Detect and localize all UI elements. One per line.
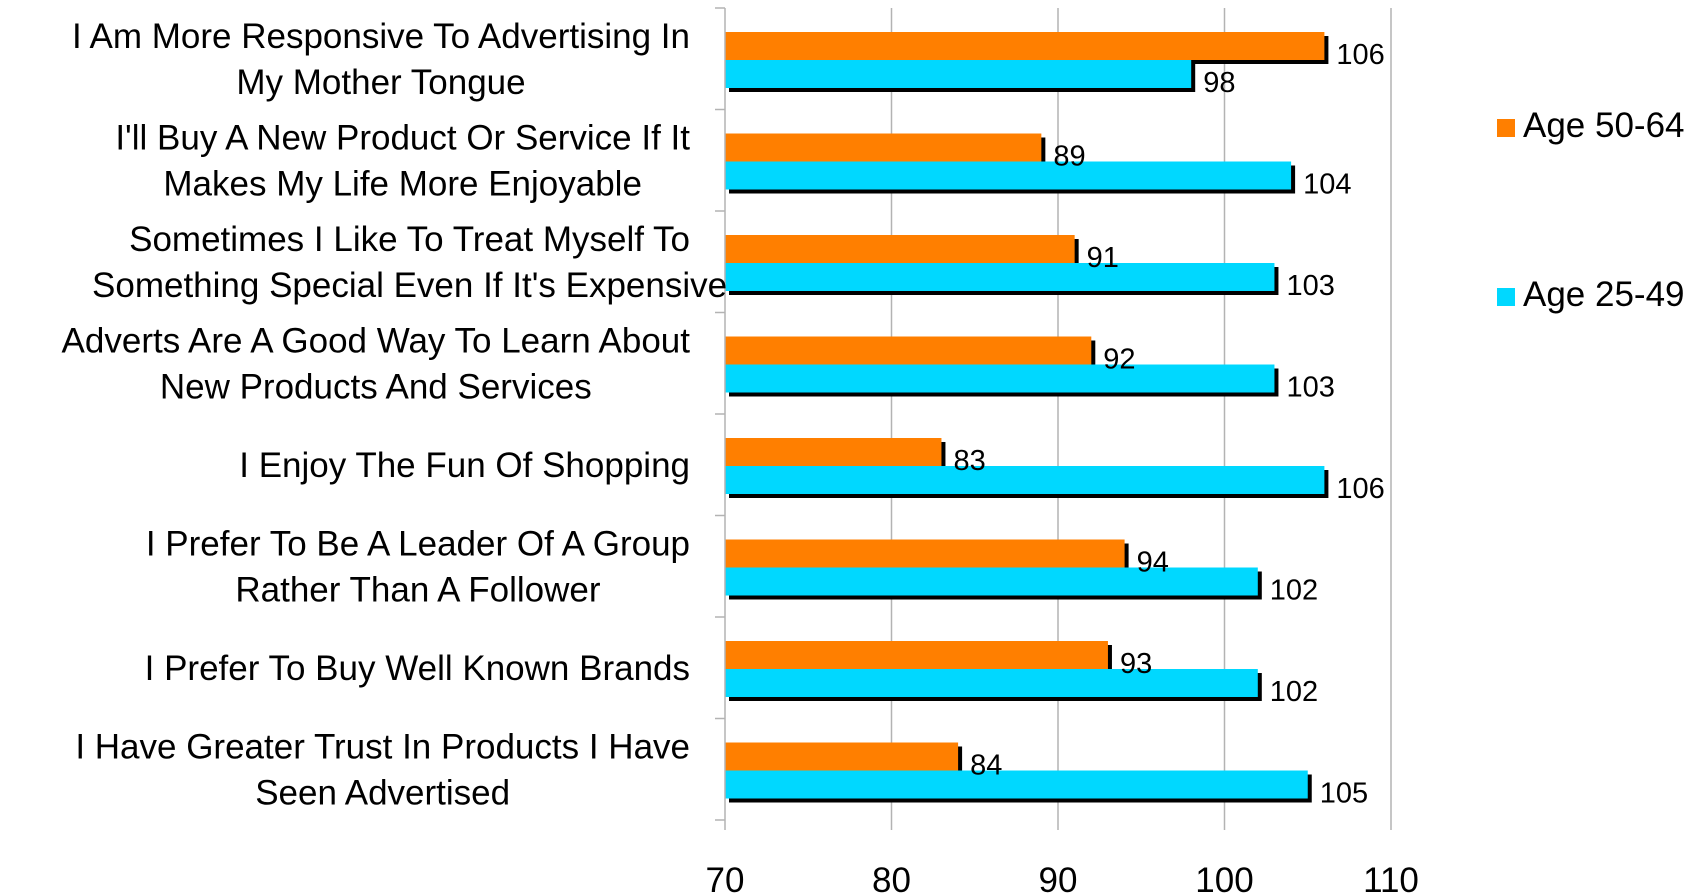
- data-label-age-25-49-1: 104: [1303, 169, 1351, 201]
- bar-age-25-49-1: [725, 161, 1292, 190]
- data-label-age-50-64-3: 92: [1103, 344, 1135, 376]
- data-label-age-50-64-0: 106: [1336, 39, 1384, 71]
- category-label-1: I'll Buy A New Product Or Service If It M…: [115, 118, 690, 203]
- bar-age-25-49-0: [725, 60, 1192, 88]
- category-label-line: Seen Advertised: [255, 773, 510, 812]
- x-tick-label-80: 80: [872, 861, 911, 893]
- category-label-5: I Prefer To Be A Leader Of A Group Rather…: [146, 524, 690, 609]
- data-label-age-50-64-5: 94: [1137, 547, 1169, 579]
- data-label-age-25-49-2: 103: [1286, 270, 1334, 302]
- bar-age-50-64-2: [725, 235, 1075, 263]
- data-label-age-25-49-6: 102: [1270, 676, 1318, 708]
- bar-age-25-49-7: [725, 770, 1308, 799]
- category-label-line: I Enjoy The Fun Of Shopping: [239, 446, 690, 485]
- legend: Age 50-64 Age 25-49: [1497, 106, 1685, 314]
- data-label-age-50-64-2: 91: [1087, 242, 1119, 274]
- data-label-age-25-49-5: 102: [1270, 575, 1318, 607]
- legend-label-age-50-64: Age 50-64: [1523, 106, 1685, 145]
- category-label-2: Sometimes I Like To Treat Myself To Somet…: [92, 220, 727, 305]
- category-label-line: My Mother Tongue: [236, 63, 525, 102]
- data-label-age-50-64-6: 93: [1120, 648, 1152, 680]
- category-labels: I Am More Responsive To Advertising In My…: [62, 17, 728, 813]
- data-label-age-25-49-3: 103: [1286, 372, 1334, 404]
- bar-age-50-64-6: [725, 641, 1108, 669]
- bar-age-50-64-5: [725, 539, 1125, 568]
- category-label-3: Adverts Are A Good Way To Learn About New…: [62, 321, 691, 406]
- bar-age-50-64-0: [725, 32, 1325, 60]
- x-tick-label-110: 110: [1363, 861, 1419, 893]
- bar-age-25-49-3: [725, 364, 1275, 393]
- data-label-age-25-49-0: 98: [1203, 67, 1235, 99]
- bar-age-50-64-4: [725, 438, 942, 466]
- x-tick-labels: 70 80 90 100 110: [706, 861, 1419, 893]
- bar-age-25-49-5: [725, 567, 1258, 596]
- legend-swatch-age-50-64: [1497, 119, 1515, 137]
- legend-label-age-25-49: Age 25-49: [1523, 275, 1685, 314]
- category-label-line: Makes My Life More Enjoyable: [163, 164, 642, 203]
- category-label-line: Rather Than A Follower: [235, 570, 600, 609]
- category-label-4: I Enjoy The Fun Of Shopping: [239, 446, 690, 485]
- x-tick-label-70: 70: [706, 861, 745, 893]
- category-label-7: I Have Greater Trust In Products I Have S…: [75, 727, 690, 812]
- x-tick-label-100: 100: [1195, 861, 1253, 893]
- data-label-age-50-64-7: 84: [970, 750, 1002, 782]
- category-label-line: I Have Greater Trust In Products I Have: [75, 727, 690, 766]
- data-label-age-50-64-1: 89: [1053, 141, 1085, 173]
- bar-age-25-49-6: [725, 669, 1258, 697]
- data-label-age-25-49-4: 106: [1336, 473, 1384, 505]
- bars: [725, 32, 1329, 803]
- bar-age-50-64-3: [725, 336, 1092, 365]
- category-label-6: I Prefer To Buy Well Known Brands: [145, 649, 690, 688]
- data-label-age-25-49-7: 105: [1320, 778, 1368, 810]
- category-label-line: I Am More Responsive To Advertising In: [72, 17, 690, 56]
- category-label-0: I Am More Responsive To Advertising In My…: [72, 17, 690, 102]
- category-label-line: Adverts Are A Good Way To Learn About: [62, 321, 691, 360]
- category-label-line: Sometimes I Like To Treat Myself To: [129, 220, 690, 259]
- data-label-age-50-64-4: 83: [953, 445, 985, 477]
- bar-age-25-49-2: [725, 263, 1275, 291]
- axes: [715, 7, 1392, 830]
- legend-swatch-age-25-49: [1497, 288, 1515, 306]
- bar-age-50-64-1: [725, 133, 1042, 162]
- category-label-line: I Prefer To Be A Leader Of A Group: [146, 524, 690, 563]
- bar-age-25-49-4: [725, 466, 1325, 494]
- category-label-line: Something Special Even If It's Expensive: [92, 266, 727, 305]
- x-tick-label-90: 90: [1039, 861, 1078, 893]
- bar-age-50-64-7: [725, 742, 959, 771]
- category-label-line: I Prefer To Buy Well Known Brands: [145, 649, 690, 688]
- data-labels: 106 98 89 104 91 103 92 103 83 106 94 102 93 102 84 105: [953, 39, 1384, 810]
- category-label-line: New Products And Services: [160, 367, 592, 406]
- category-label-line: I'll Buy A New Product Or Service If It: [115, 118, 690, 157]
